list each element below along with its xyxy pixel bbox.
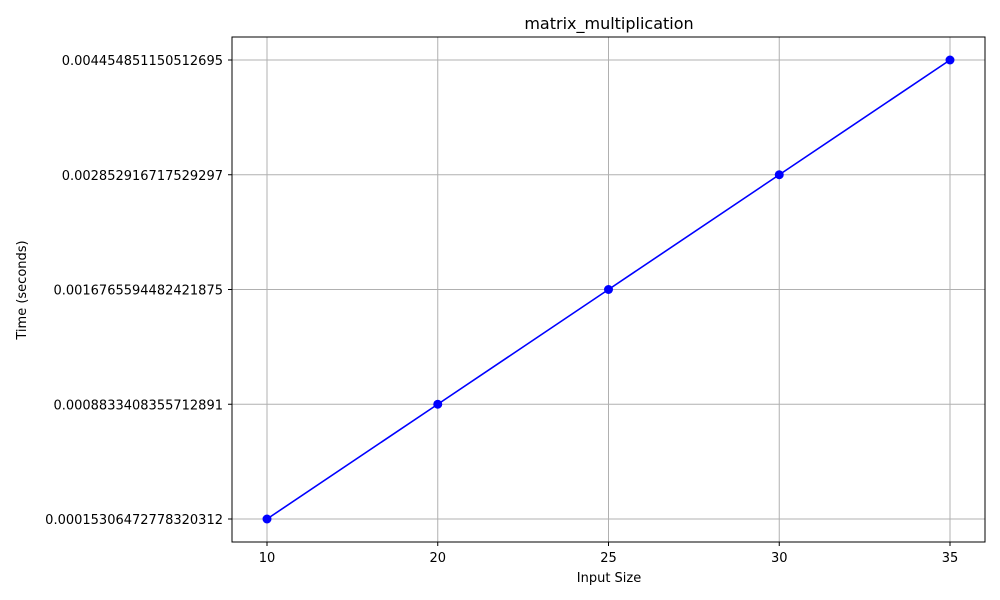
data-point [604,285,613,294]
x-axis-label: Input Size [577,571,641,586]
y-axis: 0.00015306472778320312 0.0008833408355712… [45,54,232,528]
y-tick-label: 0.002852916717529297 [62,169,223,184]
data-point [774,170,784,180]
x-tick-label: 10 [259,551,276,566]
x-tick-label: 35 [942,551,959,566]
data-point [262,514,272,524]
chart-title: matrix_multiplication [524,14,693,34]
y-tick-label: 0.0016765594482421875 [53,284,223,299]
data-point [945,55,955,65]
data-point [433,399,443,409]
y-tick-label: 0.00015306472778320312 [45,513,223,528]
series-layer [262,55,955,524]
x-axis: 10 20 25 30 35 [259,542,959,566]
x-tick-label: 20 [429,551,446,566]
grid [232,37,985,542]
y-tick-label: 0.0008833408355712891 [53,398,223,413]
y-tick-label: 0.004454851150512695 [62,54,223,69]
x-tick-label: 25 [600,551,617,566]
x-tick-label: 30 [771,551,788,566]
y-axis-label: Time (seconds) [15,240,30,340]
